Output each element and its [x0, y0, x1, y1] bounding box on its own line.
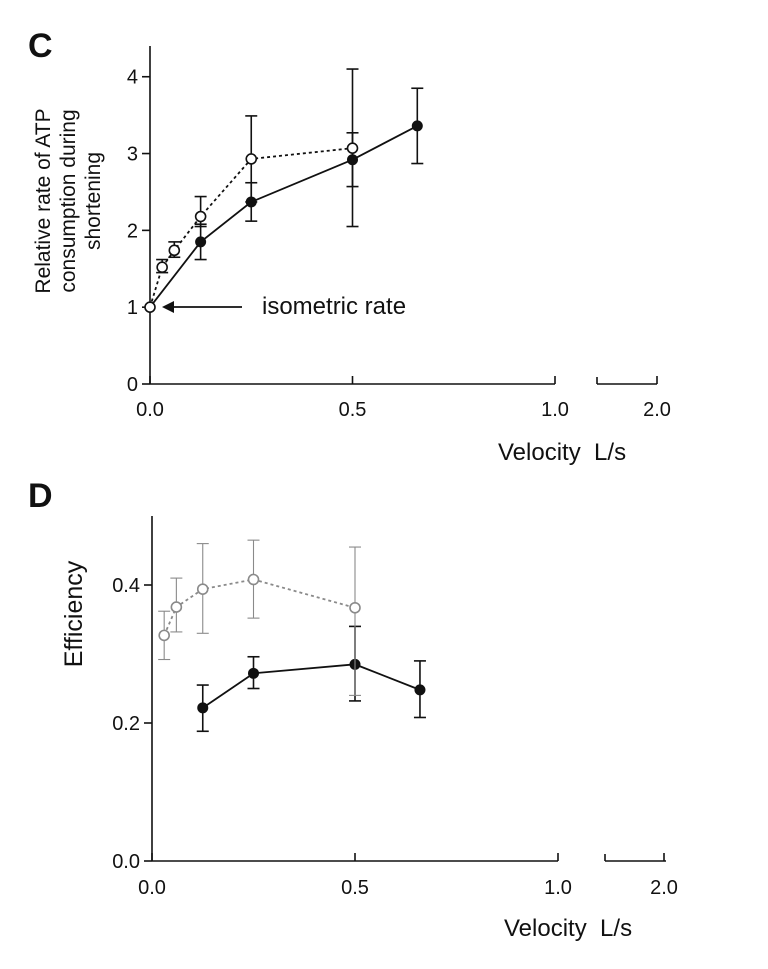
data-point-open — [196, 583, 209, 595]
y-axis-label-c-line-3: shortening — [82, 152, 105, 250]
data-point-open — [245, 153, 258, 165]
y-tick-label-c: 0 — [127, 374, 138, 396]
annotation-label: isometric rate — [262, 293, 406, 320]
x-tick-label-d: 0.0 — [138, 877, 166, 899]
panel-d: D Efficiency Velocity L/s 0.0 0.2 0.4 0.0 0.… — [28, 477, 678, 942]
isometric-rate-annotation: isometric rate — [162, 293, 406, 320]
data-point-open — [349, 601, 361, 614]
annotation-arrow-head — [162, 301, 174, 313]
y-tick-label-d: 0.4 — [112, 575, 140, 597]
series-line — [202, 663, 421, 709]
data-point-open — [170, 601, 183, 613]
data-point-open — [346, 142, 359, 154]
data-point-open — [194, 210, 207, 223]
y-tick-label-c: 3 — [127, 144, 138, 166]
x-axis-label-c: Velocity L/s — [498, 439, 626, 466]
data-point-filled — [248, 667, 259, 679]
data-point-open — [158, 629, 170, 642]
x-tick-label-c: 0.0 — [136, 399, 164, 421]
x-tick-label-d: 0.5 — [341, 877, 369, 899]
series-line — [149, 125, 418, 308]
series-line — [163, 578, 356, 636]
data-point-open — [144, 301, 156, 313]
data-point-open — [247, 573, 260, 586]
y-tick-label-d: 0.2 — [112, 713, 140, 735]
panel-label-d: D — [28, 477, 53, 515]
x-tick-label-d: 2.0 — [650, 877, 678, 899]
series-d-filled — [196, 625, 426, 733]
x-tick-label-c: 2.0 — [643, 399, 671, 421]
x-axis-label-d: Velocity L/s — [504, 915, 632, 942]
series-c-open — [144, 68, 359, 313]
data-point-open — [156, 261, 168, 274]
y-tick-label-c: 1 — [127, 297, 138, 319]
series-c-filled — [144, 87, 424, 313]
data-point-filled — [197, 702, 209, 714]
panel-label-c: C — [28, 27, 53, 65]
data-point-filled — [414, 684, 426, 696]
data-point-filled — [411, 120, 423, 132]
series-d-open — [158, 539, 361, 696]
y-axis-label-c-line-2: consumption during — [57, 109, 80, 292]
y-axis-label-d: Efficiency — [60, 560, 88, 667]
data-point-open — [168, 244, 181, 257]
y-tick-label-d: 0.0 — [112, 851, 140, 873]
x-tick-label-d: 1.0 — [544, 877, 572, 899]
x-tick-label-c: 0.5 — [339, 399, 367, 421]
panel-c: C Relative rate of ATP consumption durin… — [28, 27, 671, 466]
y-tick-label-c: 4 — [127, 67, 138, 89]
x-tick-label-c: 1.0 — [541, 399, 569, 421]
y-tick-label-c: 2 — [127, 220, 138, 242]
series-line — [149, 147, 353, 308]
data-point-filled — [195, 236, 207, 248]
y-axis-label-c-line-1: Relative rate of ATP — [32, 108, 55, 293]
